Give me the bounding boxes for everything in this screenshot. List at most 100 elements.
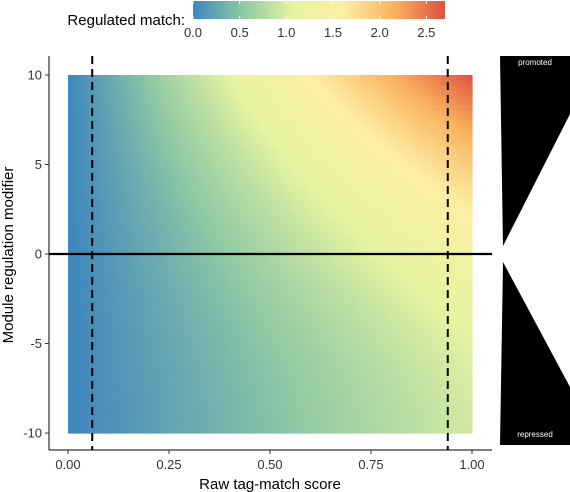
heatmap-cell xyxy=(123,184,130,190)
heatmap-cell xyxy=(169,378,175,384)
heatmap-cell xyxy=(224,104,231,111)
heatmap-cell xyxy=(391,94,397,101)
heatmap-cell xyxy=(169,139,175,146)
heatmap-cell xyxy=(103,244,109,250)
heatmap-cell xyxy=(128,423,135,429)
heatmap-cell xyxy=(68,413,74,419)
heatmap-cell xyxy=(108,353,115,360)
heatmap-cell xyxy=(401,94,407,101)
heatmap-cell xyxy=(214,129,221,136)
heatmap-cell xyxy=(335,199,342,205)
heatmap-cell xyxy=(158,423,165,429)
heatmap-cell xyxy=(103,124,109,131)
heatmap-cell xyxy=(148,109,155,116)
heatmap-cell xyxy=(108,373,115,379)
heatmap-cell xyxy=(184,109,190,116)
heatmap-cell xyxy=(355,139,362,146)
heatmap-cell xyxy=(133,298,140,305)
heatmap-cell xyxy=(259,119,266,126)
heatmap-cell xyxy=(335,343,342,350)
heatmap-cell xyxy=(244,303,251,310)
heatmap-cell xyxy=(103,258,109,265)
heatmap-cell xyxy=(204,104,210,111)
heatmap-cell xyxy=(123,89,130,96)
heatmap-cell xyxy=(244,263,251,270)
heatmap-cell xyxy=(204,159,210,166)
heatmap-cell xyxy=(204,254,210,260)
heatmap-cell xyxy=(305,249,311,255)
heatmap-cell xyxy=(360,398,367,404)
heatmap-cell xyxy=(98,229,104,235)
heatmap-cell xyxy=(189,224,195,230)
heatmap-cell xyxy=(209,154,216,161)
heatmap-cell xyxy=(270,388,276,394)
heatmap-cell xyxy=(189,293,195,300)
heatmap-cell xyxy=(118,139,125,146)
heatmap-cell xyxy=(103,229,109,235)
heatmap-cell xyxy=(270,94,276,101)
heatmap-cell xyxy=(103,254,109,260)
heatmap-cell xyxy=(224,258,231,265)
heatmap-cell xyxy=(295,313,301,320)
heatmap-cell xyxy=(330,154,337,161)
heatmap-cell xyxy=(174,219,180,225)
heatmap-cell xyxy=(194,268,200,275)
heatmap-cell xyxy=(199,104,205,111)
heatmap-cell xyxy=(270,393,276,399)
heatmap-cell xyxy=(239,428,246,434)
heatmap-cell xyxy=(174,408,180,414)
heatmap-cell xyxy=(355,298,362,305)
heatmap-cell xyxy=(78,119,84,126)
heatmap-cell xyxy=(98,79,104,86)
heatmap-cell xyxy=(360,214,367,220)
heatmap-cell xyxy=(371,124,377,131)
heatmap-cell xyxy=(224,313,231,320)
heatmap-cell xyxy=(118,199,125,205)
heatmap-cell xyxy=(219,149,226,156)
heatmap-cell xyxy=(73,373,79,379)
heatmap-cell xyxy=(325,263,332,270)
heatmap-cell xyxy=(335,174,342,181)
heatmap-cell xyxy=(345,353,352,360)
heatmap-cell xyxy=(280,164,286,171)
heatmap-cell xyxy=(118,99,125,106)
heatmap-cell xyxy=(295,298,301,305)
heatmap-cell xyxy=(229,104,236,111)
heatmap-cell xyxy=(138,298,145,305)
heatmap-cell xyxy=(315,184,322,190)
heatmap-cell xyxy=(381,124,387,131)
heatmap-cell xyxy=(330,114,337,121)
heatmap-cell xyxy=(128,398,135,404)
heatmap-cell xyxy=(340,189,347,195)
heatmap-cell xyxy=(365,263,372,270)
heatmap-cell xyxy=(249,139,256,146)
heatmap-cell xyxy=(158,179,165,185)
heatmap-cell xyxy=(204,234,210,240)
heatmap-cell xyxy=(300,378,306,384)
heatmap-cell xyxy=(199,114,205,121)
heatmap-cell xyxy=(259,174,266,181)
heatmap-cell xyxy=(305,368,311,374)
heatmap-cell xyxy=(345,388,352,394)
heatmap-cell xyxy=(88,428,94,434)
heatmap-cell xyxy=(209,308,216,315)
heatmap-cell xyxy=(133,109,140,116)
heatmap-cell xyxy=(158,273,165,280)
heatmap-cell xyxy=(123,288,130,295)
heatmap-cell xyxy=(98,249,104,255)
heatmap-cell xyxy=(376,383,382,389)
heatmap-cell xyxy=(148,104,155,111)
heatmap-cell xyxy=(179,423,185,429)
heatmap-cell xyxy=(98,393,104,399)
heatmap-cell xyxy=(280,363,286,369)
heatmap-cell xyxy=(401,144,407,151)
heatmap-cell xyxy=(153,428,160,434)
heatmap-cell xyxy=(194,343,200,350)
heatmap-cell xyxy=(290,84,296,91)
heatmap-cell xyxy=(406,124,412,131)
heatmap-cell xyxy=(68,214,74,220)
heatmap-cell xyxy=(234,239,241,245)
heatmap-cell xyxy=(345,338,352,345)
heatmap-cell xyxy=(93,164,99,171)
heatmap-cell xyxy=(229,273,236,280)
